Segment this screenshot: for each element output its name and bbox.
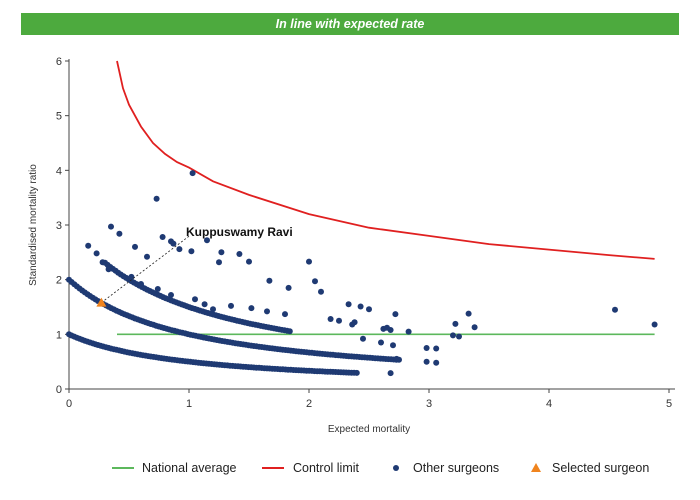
other-surgeon-point[interactable] [423,345,430,351]
legend-other-surgeons-label: Other surgeons [413,461,499,475]
other-surgeon-point[interactable] [99,259,106,266]
other-surgeon-point[interactable] [384,324,390,331]
other-surgeon-point[interactable] [286,328,293,335]
other-surgeon-point[interactable] [405,328,412,335]
other-surgeon-point[interactable] [176,246,183,253]
other-surgeon-point[interactable] [366,306,372,313]
y-axis-title: Standardised mortality ratio [28,164,39,286]
other-surgeon-point[interactable] [189,170,196,177]
other-surgeon-point[interactable] [218,249,225,256]
y-tick-label: 6 [56,56,62,68]
other-surgeon-point[interactable] [132,243,138,250]
other-surgeon-point[interactable] [378,339,384,346]
other-surgeon-point[interactable] [312,278,318,285]
other-surgeon-point[interactable] [188,248,195,255]
other-surgeon-point[interactable] [168,292,174,298]
legend-other-surgeons-swatch [393,465,399,471]
y-tick-label: 0 [56,384,62,396]
other-surgeon-point[interactable] [144,253,150,260]
y-tick-label: 3 [56,220,62,232]
axes [68,59,675,390]
x-tick-label: 5 [666,398,672,410]
other-surgeon-point[interactable] [282,311,288,318]
other-surgeon-point[interactable] [612,306,618,313]
other-surgeon-point[interactable] [105,266,112,273]
other-surgeon-point[interactable] [336,317,342,324]
other-surgeon-point[interactable] [471,324,478,331]
x-tick-label: 0 [66,398,72,410]
status-banner: In line with expected rate [21,13,679,35]
other-surgeon-point[interactable] [433,345,440,352]
other-surgeon-point[interactable] [450,332,456,339]
other-surgeon-point[interactable] [318,288,324,295]
y-tick-label: 5 [56,111,62,123]
legend-selected-surgeon-label: Selected surgeon [552,461,649,475]
other-surgeons-points [66,170,658,377]
other-surgeon-point[interactable] [236,251,243,257]
legend-national-average-label: National average [142,461,237,475]
other-surgeon-point[interactable] [248,305,255,312]
other-surgeon-point[interactable] [345,301,352,308]
ticks: 0 1 2 3 4 5 6 0 1 2 3 4 5 [56,56,672,410]
other-surgeon-point[interactable] [170,240,177,247]
other-surgeon-point[interactable] [85,242,92,249]
control-limit-line [116,60,655,260]
other-surgeon-point[interactable] [159,234,166,240]
other-surgeon-point[interactable] [116,230,123,237]
selected-surgeon-marker[interactable] [96,297,107,307]
y-tick-label: 1 [56,329,62,341]
selected-surgeon-label: Kuppuswamy Ravi [186,225,293,239]
other-surgeon-point[interactable] [651,321,658,328]
other-surgeon-point[interactable] [285,284,292,291]
other-surgeon-point[interactable] [93,250,100,257]
x-tick-label: 4 [546,398,552,410]
other-surgeon-point[interactable] [216,259,222,266]
other-surgeon-point[interactable] [423,358,430,365]
other-surgeon-point[interactable] [327,316,334,322]
other-surgeon-point[interactable] [153,195,160,202]
other-surgeon-point[interactable] [387,370,394,377]
x-tick-label: 3 [426,398,432,410]
legend-control-limit-label: Control limit [293,461,360,475]
other-surgeon-point[interactable] [433,359,440,366]
other-surgeon-point[interactable] [306,258,312,265]
other-surgeon-point[interactable] [266,277,273,284]
x-tick-label: 2 [306,398,312,410]
legend: National average Control limit Other sur… [112,461,649,475]
other-surgeon-point[interactable] [264,308,270,315]
other-surgeon-point[interactable] [246,258,252,265]
other-surgeon-point[interactable] [228,302,234,309]
other-surgeon-point[interactable] [452,320,459,327]
legend-selected-surgeon-swatch [531,463,541,472]
plot-area: Kuppuswamy Ravi [66,60,658,377]
other-surgeon-point[interactable] [353,369,360,376]
other-surgeon-point[interactable] [357,303,364,310]
other-surgeon-point[interactable] [192,296,198,303]
other-surgeon-point[interactable] [201,301,208,308]
other-surgeon-point[interactable] [465,310,472,317]
other-surgeon-point[interactable] [360,335,366,342]
x-tick-label: 1 [186,398,192,410]
other-surgeon-point[interactable] [204,237,210,244]
other-surgeon-point[interactable] [128,273,135,280]
other-surgeon-point[interactable] [108,223,114,230]
y-tick-label: 2 [56,275,62,287]
other-surgeon-point[interactable] [390,342,396,349]
x-axis-title: Expected mortality [328,424,410,435]
other-surgeon-point[interactable] [138,281,144,287]
other-surgeon-point[interactable] [393,355,400,362]
other-surgeon-point[interactable] [456,333,462,340]
other-surgeon-point[interactable] [154,286,161,292]
other-surgeon-point[interactable] [210,306,216,313]
other-surgeon-point[interactable] [392,311,399,318]
other-surgeon-point[interactable] [349,321,356,328]
y-tick-label: 4 [56,165,62,177]
